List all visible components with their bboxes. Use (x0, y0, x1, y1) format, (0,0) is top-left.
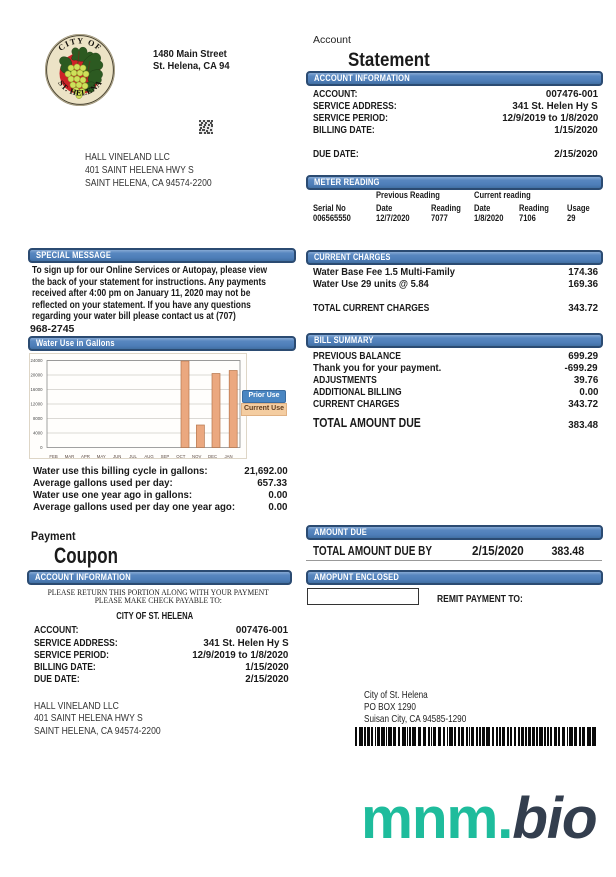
svg-text:FEB: FEB (49, 454, 57, 459)
svg-text:NOV: NOV (192, 454, 201, 459)
svg-text:APR: APR (81, 454, 90, 459)
svg-text:8000: 8000 (33, 416, 43, 421)
svg-text:AUG: AUG (144, 454, 154, 459)
svg-text:4000: 4000 (33, 431, 43, 436)
svg-text:12000: 12000 (31, 402, 44, 407)
svg-text:20000: 20000 (31, 373, 44, 378)
svg-text:0: 0 (40, 445, 43, 450)
svg-text:JUL: JUL (129, 454, 137, 459)
svg-text:24000: 24000 (31, 358, 44, 363)
svg-text:16000: 16000 (31, 387, 44, 392)
svg-text:DEC: DEC (208, 454, 217, 459)
svg-text:MAR: MAR (65, 454, 75, 459)
svg-text:MAY: MAY (97, 454, 106, 459)
svg-text:JUN: JUN (113, 454, 121, 459)
svg-text:JAN: JAN (224, 454, 232, 459)
svg-text:OCT: OCT (176, 454, 185, 459)
svg-text:SEP: SEP (161, 454, 170, 459)
